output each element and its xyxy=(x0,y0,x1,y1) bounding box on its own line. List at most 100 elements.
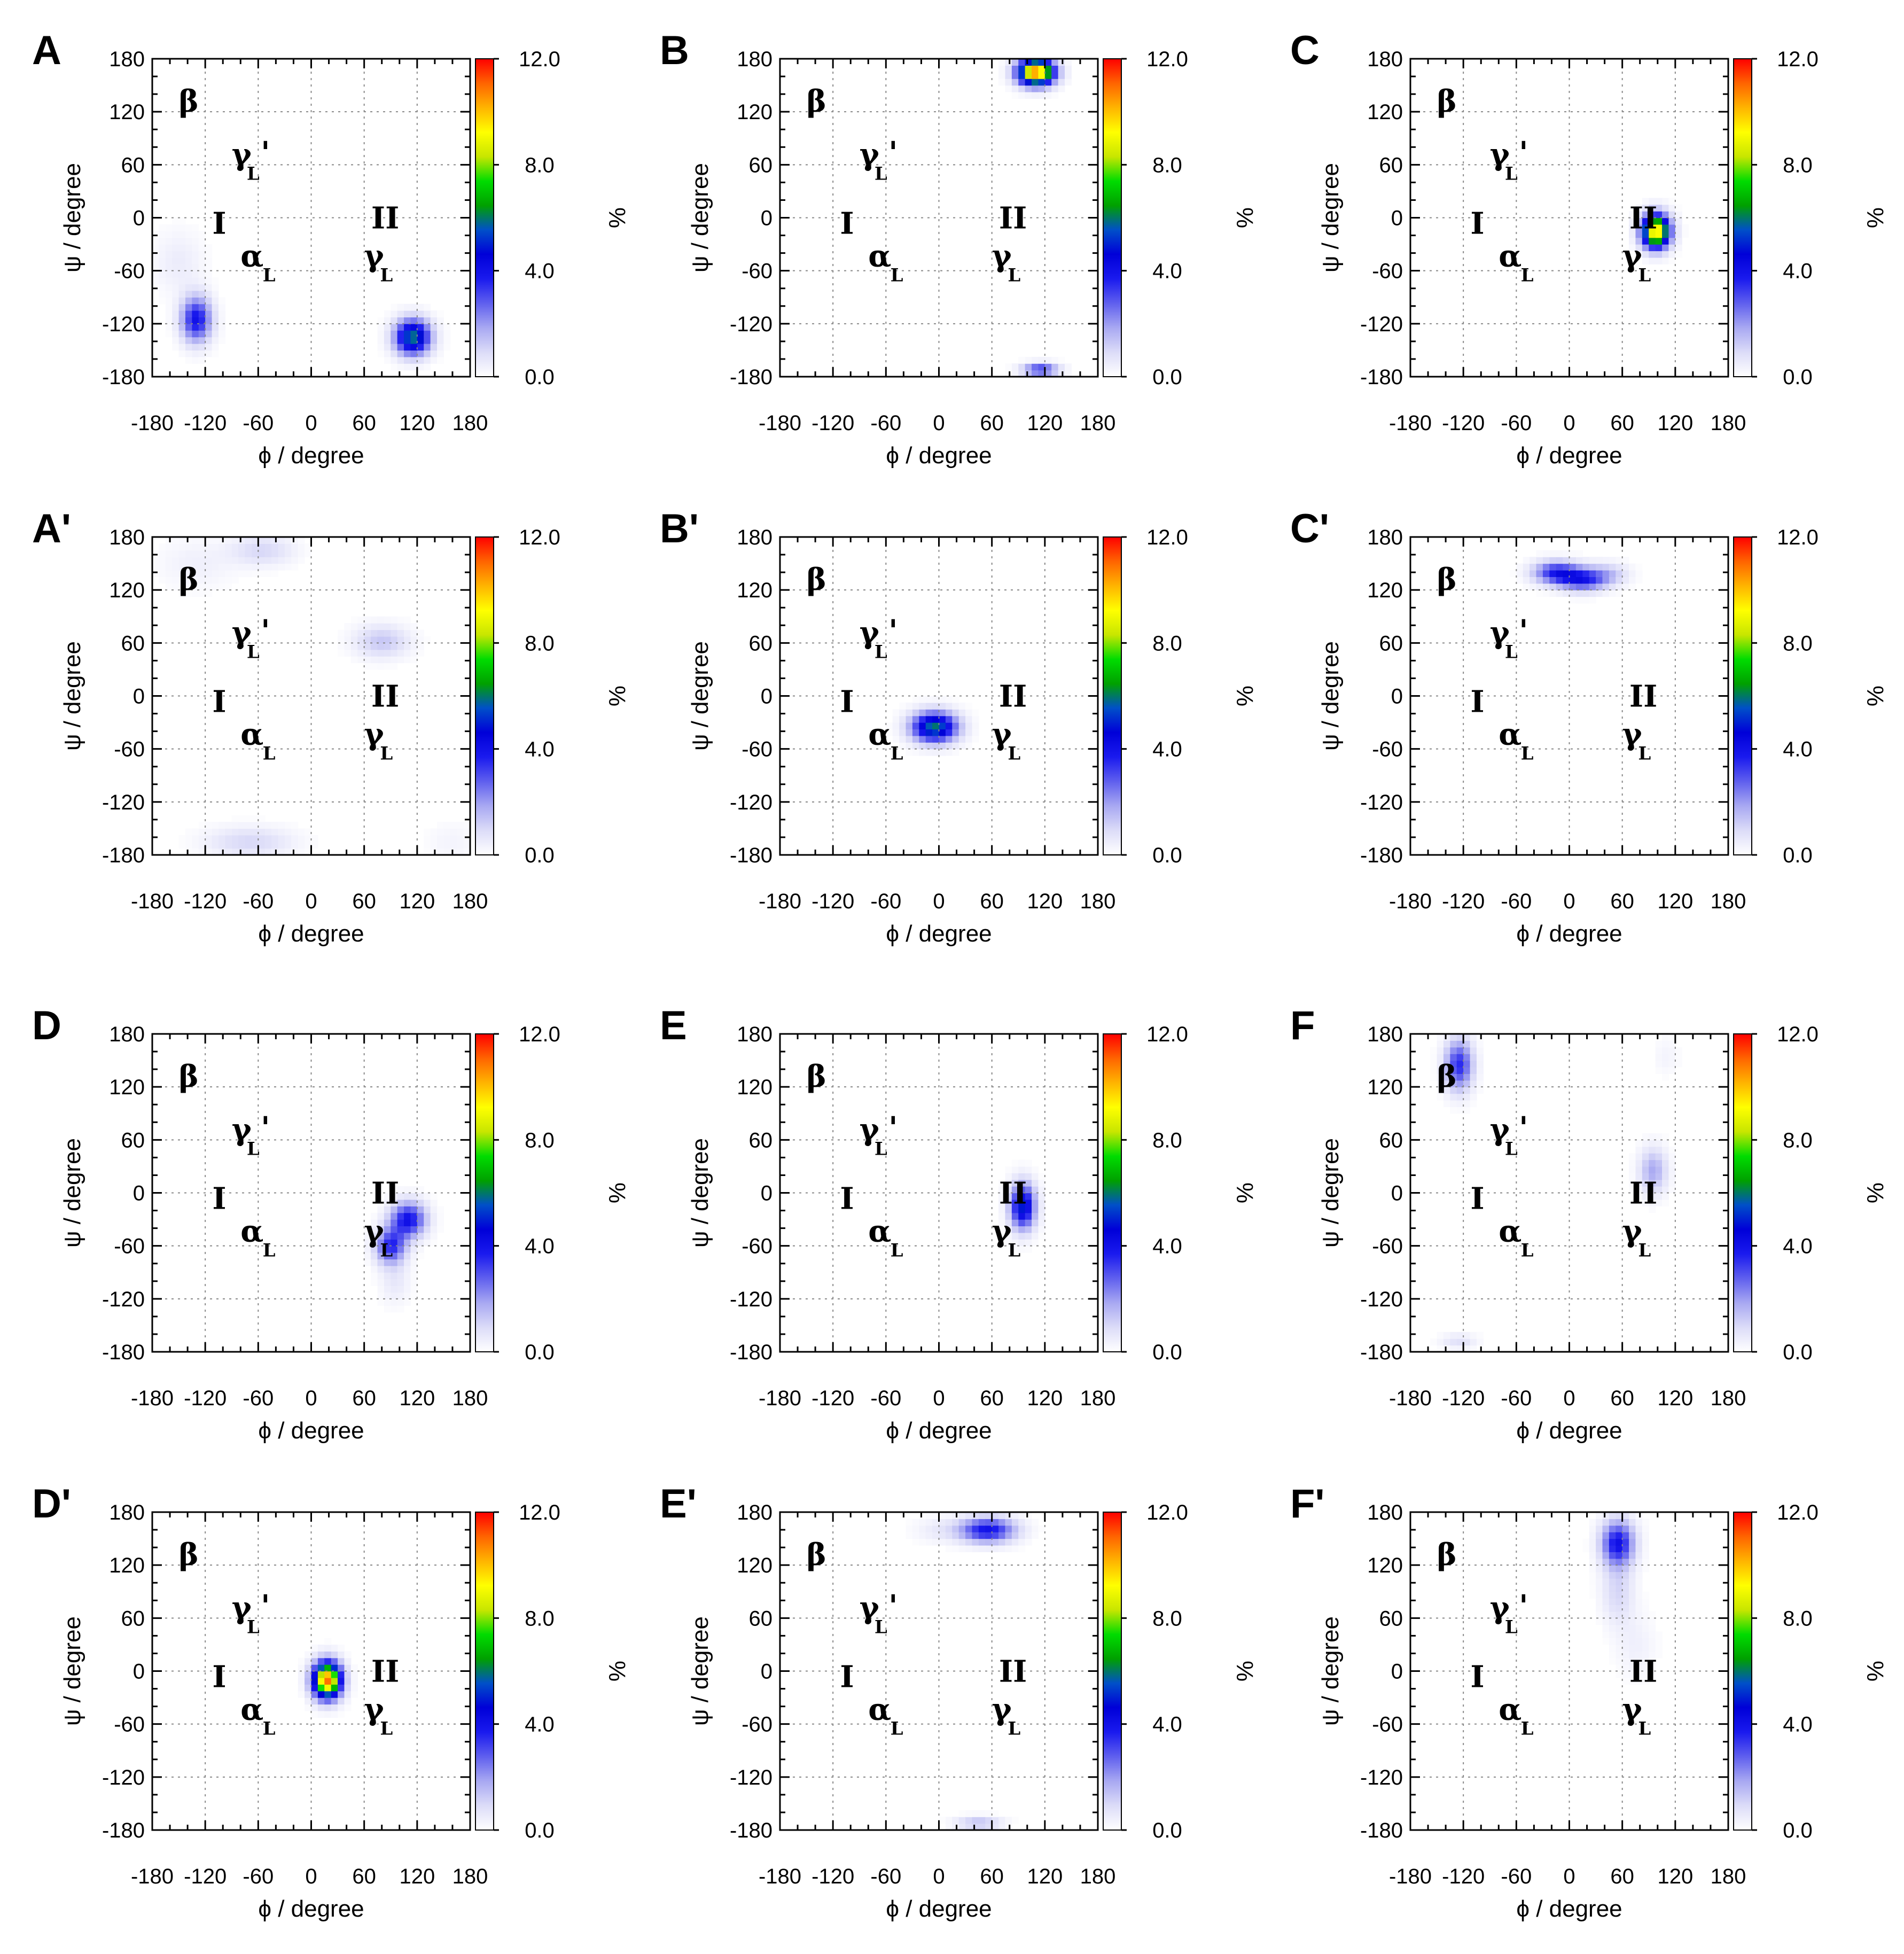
heatmap-cell xyxy=(371,656,378,664)
heatmap-cell xyxy=(192,310,199,318)
heatmap-cell xyxy=(1044,79,1052,86)
heatmap-cell xyxy=(972,1532,979,1539)
heatmap-cell xyxy=(324,1677,332,1685)
heatmap-cell xyxy=(1635,563,1643,571)
heatmap-cell xyxy=(1589,1571,1596,1579)
heatmap-cell xyxy=(404,1292,411,1299)
heatmap-cell xyxy=(391,1239,398,1247)
heatmap-cell xyxy=(1622,1538,1629,1546)
x-tick-label: 180 xyxy=(452,1387,488,1410)
heatmap-cell xyxy=(165,310,173,318)
heatmap-cell xyxy=(192,277,199,285)
heatmap-cell xyxy=(912,742,919,750)
heatmap-cell xyxy=(205,264,213,271)
heatmap-cell xyxy=(457,842,464,849)
heatmap-cell xyxy=(1602,1512,1610,1519)
heatmap-cell xyxy=(958,1545,966,1552)
x-tick-label: -180 xyxy=(1389,890,1432,913)
heatmap-cell xyxy=(1596,1578,1603,1585)
heatmap-cell xyxy=(371,623,378,630)
heatmap-cell xyxy=(404,1272,411,1280)
x-tick-label: 120 xyxy=(1027,890,1063,913)
heatmap-cell xyxy=(384,1286,391,1293)
heatmap-cell xyxy=(919,1519,926,1526)
heatmap-cell xyxy=(198,337,206,344)
heatmap-cell xyxy=(1058,65,1065,73)
y-tick-label: -180 xyxy=(730,1341,772,1364)
heatmap-cell xyxy=(198,590,206,597)
heatmap-cell xyxy=(1642,1671,1649,1678)
heatmap-cell xyxy=(1622,1677,1629,1685)
heatmap-cell xyxy=(424,1206,431,1213)
heatmap-cell xyxy=(1642,1657,1649,1665)
x-tick-label: 60 xyxy=(352,890,376,913)
heatmap-cell xyxy=(185,583,192,590)
heatmap-cell xyxy=(998,59,1006,66)
x-tick-label: 120 xyxy=(1657,1387,1693,1410)
heatmap-cell xyxy=(344,1704,352,1711)
colorbar-tick-label: 0.0 xyxy=(1152,365,1182,389)
heatmap-cell xyxy=(1622,1598,1629,1606)
heatmap-cell xyxy=(1662,1159,1669,1167)
heatmap-cell xyxy=(165,284,173,291)
heatmap-cell xyxy=(1609,1525,1616,1532)
heatmap-cell xyxy=(165,257,173,264)
heatmap-cell xyxy=(218,563,225,571)
heatmap-cell xyxy=(205,290,213,298)
heatmap-cell xyxy=(205,317,213,324)
heatmap-cell xyxy=(324,1644,332,1652)
heatmap-cell xyxy=(152,563,159,571)
heatmap-cell xyxy=(1011,1226,1019,1233)
y-tick-label: 60 xyxy=(1379,1607,1403,1630)
region-gamma: γ xyxy=(992,1213,1012,1249)
heatmap-cell xyxy=(1616,1591,1623,1599)
y-tick-label: 0 xyxy=(1391,1182,1403,1205)
heatmap-cell xyxy=(1443,1047,1450,1054)
heatmap-cell xyxy=(357,649,365,657)
heatmap-cell xyxy=(919,715,926,723)
y-tick-label: -120 xyxy=(730,1766,772,1789)
panel-E: -180 -120 -60 0 60 120 180180120600-60-120-180… xyxy=(660,1003,1258,1444)
heatmap-cell xyxy=(1642,1199,1649,1206)
heatmap-cell xyxy=(1616,1671,1623,1678)
heatmap-cell xyxy=(410,1245,418,1253)
colorbar-gradient xyxy=(475,1512,494,1831)
heatmap-cell xyxy=(172,550,180,557)
heatmap-cell xyxy=(1635,1166,1643,1173)
heatmap-cell xyxy=(1582,1538,1590,1546)
heatmap-cell xyxy=(404,1212,411,1220)
heatmap-cell xyxy=(1649,211,1656,219)
heatmap-cell xyxy=(1044,85,1052,92)
heatmap-cell xyxy=(1025,1525,1032,1532)
heatmap-cell xyxy=(945,735,953,743)
heatmap-cell xyxy=(978,1512,986,1519)
region-gamma-sub: L xyxy=(380,1718,393,1740)
heatmap-cell xyxy=(185,290,192,298)
heatmap-cell xyxy=(417,337,424,344)
heatmap-cell xyxy=(172,244,180,252)
heatmap-cell xyxy=(185,237,192,245)
heatmap-cell xyxy=(384,656,391,664)
heatmap-cell xyxy=(278,550,285,557)
heatmap-cell xyxy=(430,317,438,324)
heatmap-cell xyxy=(450,822,457,829)
heatmap-cell xyxy=(172,297,180,305)
heatmap-cell xyxy=(344,1684,352,1692)
heatmap-cell xyxy=(1655,1631,1663,1639)
heatmap-cell xyxy=(417,1219,424,1227)
heatmap-cell xyxy=(178,244,186,252)
heatmap-cell xyxy=(1018,363,1026,371)
heatmap-cell xyxy=(245,543,252,551)
heatmap-cell xyxy=(952,1512,959,1519)
heatmap-cell xyxy=(298,1657,305,1665)
heatmap-cell xyxy=(1450,1080,1457,1087)
heatmap-cell xyxy=(899,722,907,730)
heatmap-cell xyxy=(417,1232,424,1240)
heatmap-cell xyxy=(1635,204,1643,212)
heatmap-cell xyxy=(1516,563,1524,571)
heatmap-cell xyxy=(391,616,398,624)
heatmap-cell xyxy=(238,835,246,842)
heatmap-cell xyxy=(1622,1611,1629,1618)
